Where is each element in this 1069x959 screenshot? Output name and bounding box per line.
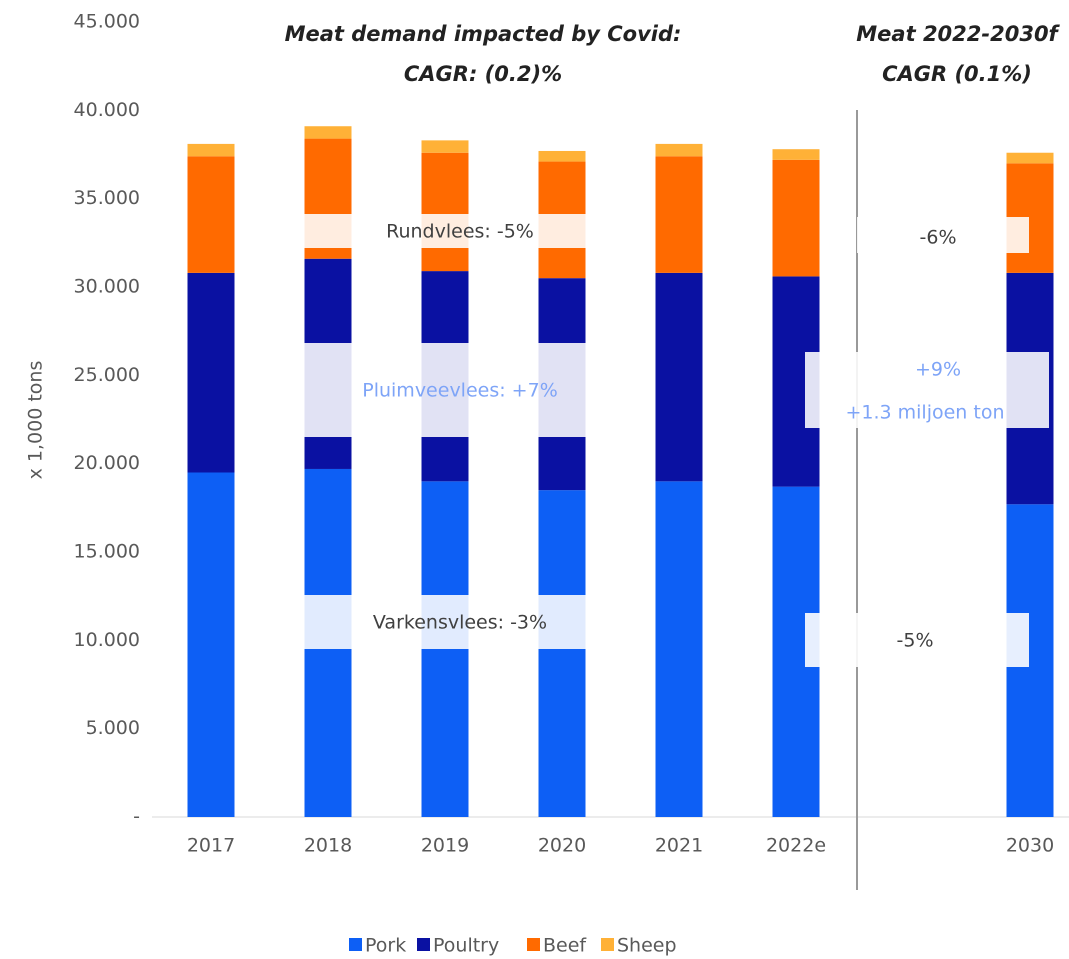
bar-segment: [538, 150, 586, 162]
x-tick-label: 2020: [538, 835, 586, 857]
legend-swatch: [349, 938, 362, 951]
x-tick-label: 2019: [421, 835, 469, 857]
annotation: Varkensvlees: -3%: [373, 612, 547, 634]
bar-segment: [187, 143, 235, 157]
x-tick-label: 2021: [655, 835, 703, 857]
legend-label: Beef: [543, 935, 587, 957]
annotation: -6%: [920, 227, 957, 249]
annotation-box: [805, 352, 1049, 428]
y-tick-label: 30.000: [74, 276, 140, 298]
y-tick-label: 15.000: [74, 541, 140, 563]
annotation: Pluimveevlees: +7%: [362, 380, 558, 402]
bar-segment: [655, 143, 703, 157]
annotation: +1.3 miljoen ton: [845, 402, 1004, 424]
bar-segment: [655, 481, 703, 817]
bar-segment: [772, 159, 820, 277]
header: CAGR (0.1%): [882, 62, 1032, 86]
annotation-box: [272, 595, 590, 649]
bar-segment: [421, 481, 469, 817]
annotation-box: [857, 217, 1029, 253]
annotation-box: [805, 613, 1029, 667]
annotation: Rundvlees: -5%: [386, 221, 534, 243]
legend-swatch: [527, 938, 540, 951]
annotation: -5%: [897, 630, 934, 652]
bar-segment: [772, 149, 820, 160]
bar-segment: [187, 156, 235, 273]
bar-segment: [304, 126, 352, 139]
y-axis-label: x 1,000 tons: [25, 361, 47, 480]
x-tick-label: 2018: [304, 835, 352, 857]
x-tick-label: 2030: [1006, 835, 1054, 857]
x-tick-label: 2022e: [766, 835, 826, 857]
bar-segment: [187, 272, 235, 473]
y-tick-label: 25.000: [74, 364, 140, 386]
y-tick-label: 10.000: [74, 629, 140, 651]
legend-label: Poultry: [433, 935, 499, 957]
y-tick-label: 5.000: [86, 717, 140, 739]
legend-label: Sheep: [617, 935, 677, 957]
y-tick-label: 35.000: [74, 187, 140, 209]
y-tick-label: 20.000: [74, 452, 140, 474]
bar-segment: [655, 272, 703, 482]
y-tick-label: 45.000: [74, 11, 140, 33]
header: Meat demand impacted by Covid:: [285, 22, 682, 46]
annotation-box: [270, 214, 587, 248]
header: Meat 2022-2030f: [856, 22, 1060, 46]
y-tick-label: 40.000: [74, 99, 140, 121]
legend-label: Pork: [365, 935, 406, 957]
bar-segment: [538, 490, 586, 817]
annotation: +9%: [915, 359, 961, 381]
annotation-box: [272, 343, 590, 437]
legend-swatch: [601, 938, 614, 951]
header: CAGR: (0.2)%: [404, 62, 562, 86]
bar-segment: [655, 156, 703, 273]
bar-segment: [421, 140, 469, 153]
bar-segment: [187, 472, 235, 817]
x-tick-label: 2017: [187, 835, 235, 857]
y-tick-label: -: [133, 806, 140, 828]
legend-swatch: [417, 938, 430, 951]
bar-segment: [1006, 152, 1054, 164]
bar-segment: [421, 152, 469, 272]
